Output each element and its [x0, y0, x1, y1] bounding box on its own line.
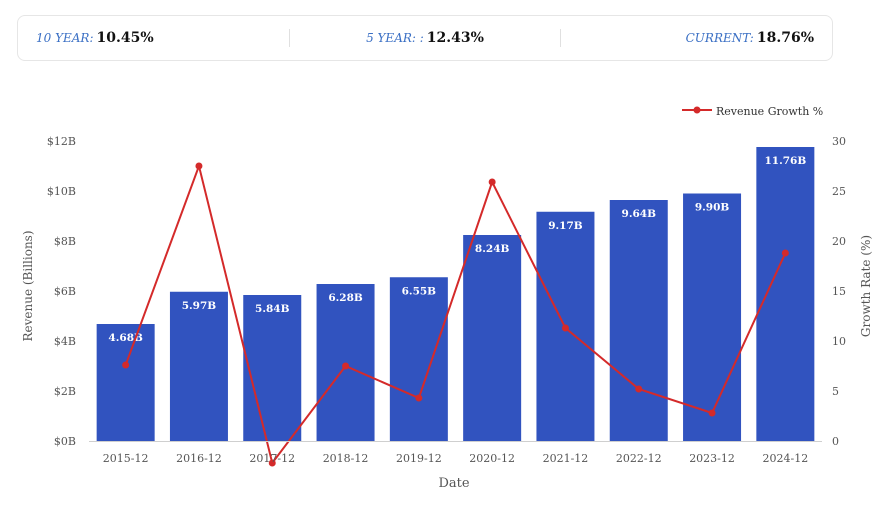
summary-stats-bar: 10 YEAR: 10.45% 5 YEAR: : 12.43% CURRENT…: [17, 15, 833, 61]
growth-point[interactable]: [488, 178, 496, 186]
y2-tick-label: 0: [832, 435, 839, 448]
x-tick-label: 2022-12: [616, 452, 662, 465]
x-tick-label: 2020-12: [469, 452, 515, 465]
stat-current: CURRENT: 18.76%: [560, 29, 832, 47]
revenue-bar[interactable]: [243, 295, 302, 441]
x-tick-label: 2021-12: [543, 452, 589, 465]
bar-value-label: 6.55B: [402, 285, 437, 297]
revenue-bar[interactable]: [609, 200, 668, 441]
stat-current-value: 18.76%: [756, 30, 815, 46]
growth-point[interactable]: [268, 459, 276, 467]
stat-10-year: 10 YEAR: 10.45%: [18, 16, 289, 60]
revenue-bar[interactable]: [169, 291, 228, 441]
revenue-bar[interactable]: [463, 235, 522, 441]
bar-value-label: 9.64B: [622, 208, 657, 220]
legend-label[interactable]: Revenue Growth %: [716, 105, 823, 118]
x-tick-label: 2016-12: [176, 452, 222, 465]
stat-10-year-label: 10 YEAR:: [36, 31, 94, 45]
stat-5-year-value: 12.43%: [426, 30, 484, 46]
revenue-bar[interactable]: [389, 277, 448, 441]
growth-point[interactable]: [122, 361, 130, 369]
x-tick-label: 2015-12: [103, 452, 149, 465]
revenue-bar[interactable]: [683, 193, 742, 442]
stat-10-year-value: 10.45%: [96, 30, 154, 46]
y-tick-label: $8B: [54, 235, 76, 248]
y2-tick-label: 30: [832, 135, 846, 148]
y2-tick-label: 15: [832, 285, 846, 298]
x-tick-label: 2018-12: [323, 452, 369, 465]
y-axis-title: Revenue (Billions): [21, 230, 35, 341]
y2-tick-label: 10: [832, 335, 846, 348]
growth-point[interactable]: [781, 249, 789, 257]
y-tick-label: $12B: [47, 135, 76, 148]
bar-value-label: 8.24B: [475, 243, 510, 255]
revenue-bar[interactable]: [96, 324, 155, 441]
y-tick-label: $0B: [54, 435, 76, 448]
y-tick-label: $10B: [47, 185, 76, 198]
growth-point[interactable]: [342, 362, 350, 370]
stat-5-year-label: 5 YEAR: :: [366, 31, 424, 45]
bar-value-label: 6.28B: [328, 292, 363, 304]
x-tick-label: 2017-12: [249, 452, 295, 465]
growth-point[interactable]: [561, 324, 569, 332]
stat-5-year: 5 YEAR: : 12.43%: [288, 29, 561, 47]
revenue-bar[interactable]: [756, 147, 815, 441]
growth-point[interactable]: [708, 409, 716, 417]
stat-current-label: CURRENT:: [685, 31, 754, 45]
bar-value-label: 9.90B: [695, 202, 730, 214]
y2-tick-label: 20: [832, 235, 846, 248]
x-tick-label: 2024-12: [762, 452, 808, 465]
y-tick-label: $4B: [54, 335, 76, 348]
y-tick-label: $6B: [54, 285, 76, 298]
growth-point[interactable]: [635, 385, 643, 393]
bar-value-label: 5.84B: [255, 303, 290, 315]
growth-point[interactable]: [415, 394, 423, 402]
x-tick-label: 2019-12: [396, 452, 442, 465]
y2-axis-title: Growth Rate (%): [859, 235, 873, 337]
growth-point[interactable]: [195, 162, 203, 170]
y2-tick-label: 5: [832, 385, 839, 398]
x-tick-label: 2023-12: [689, 452, 735, 465]
bar-value-label: 5.97B: [182, 300, 217, 312]
y2-tick-label: 25: [832, 185, 846, 198]
x-axis-title: Date: [438, 476, 469, 491]
y-tick-label: $2B: [54, 385, 76, 398]
growth-line[interactable]: [124, 162, 787, 466]
bar-value-label: 9.17B: [548, 220, 583, 232]
bar-value-label: 11.76B: [764, 155, 806, 167]
legend-marker: [693, 106, 701, 114]
